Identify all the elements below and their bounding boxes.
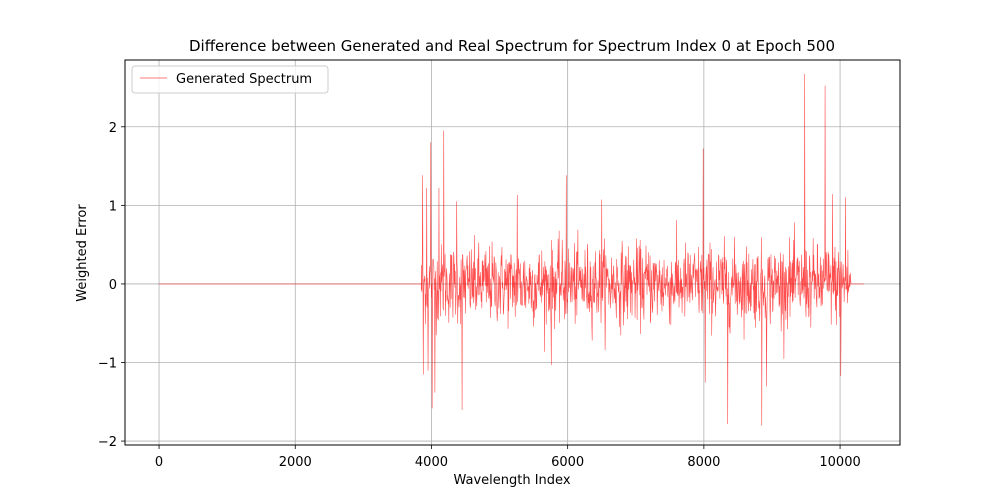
x-tick-label: 2000 — [279, 455, 312, 470]
y-tick-label: 1 — [109, 199, 117, 214]
y-tick-label: −1 — [98, 357, 117, 372]
legend-box — [131, 65, 329, 94]
series-line-generated-spectrum — [159, 73, 864, 426]
chart-title: Difference between Generated and Real Sp… — [189, 37, 835, 55]
axis-ticks: 0 2000 4000 6000 8000 10000 −2 −1 0 1 2 — [98, 121, 861, 470]
series-layer — [159, 73, 864, 426]
x-tick-label: 0 — [155, 455, 163, 470]
y-tick-label: 0 — [109, 278, 117, 293]
plot-frame — [124, 59, 901, 446]
x-axis-label: Wavelength Index — [453, 473, 570, 488]
legend: Generated Spectrum — [131, 65, 329, 94]
y-axis-label: Weighted Error — [75, 204, 90, 302]
x-tick-label: 6000 — [551, 455, 584, 470]
y-tick-label: −2 — [98, 435, 117, 450]
x-tick-label: 4000 — [415, 455, 448, 470]
x-tick-label: 8000 — [687, 455, 720, 470]
y-tick-label: 2 — [109, 121, 117, 136]
legend-label-generated-spectrum: Generated Spectrum — [176, 72, 312, 87]
x-tick-label: 10000 — [819, 455, 860, 470]
